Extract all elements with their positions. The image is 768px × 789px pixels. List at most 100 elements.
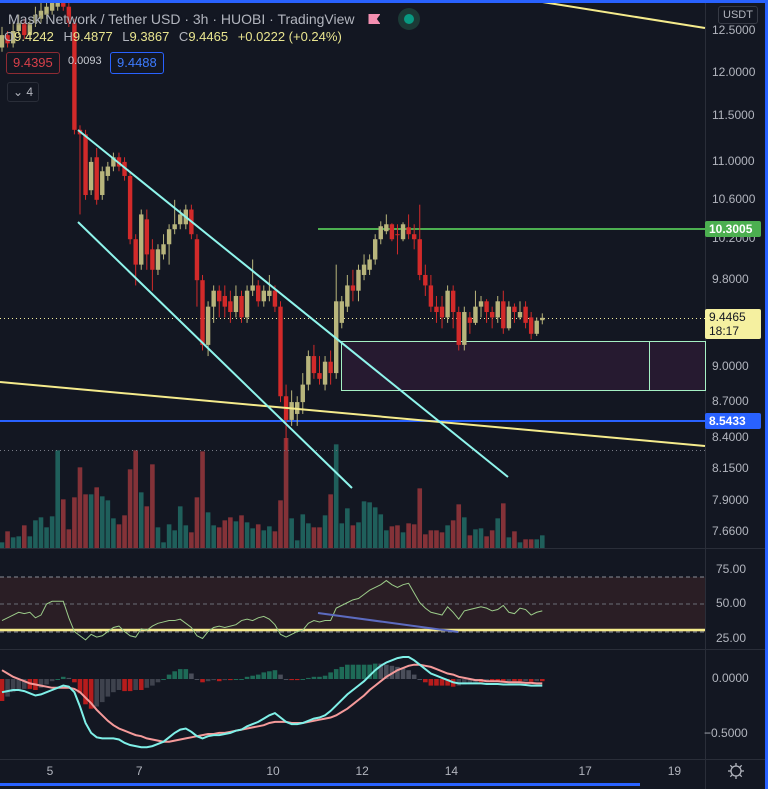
candle-body bbox=[534, 320, 539, 334]
symbol-title[interactable]: Mask Network / Tether USD · 3h · HUOBI ·… bbox=[8, 11, 355, 27]
volume-bar bbox=[49, 516, 55, 548]
candle-body bbox=[172, 224, 177, 230]
candle-body bbox=[517, 312, 523, 318]
macd-histogram-bar bbox=[289, 679, 294, 681]
macd-histogram-bar bbox=[523, 679, 528, 682]
macd-histogram-bar bbox=[55, 679, 60, 680]
macd-histogram-bar bbox=[144, 679, 150, 688]
macd-histogram-bar bbox=[255, 674, 261, 679]
lower-yellow-trendline[interactable] bbox=[0, 381, 706, 447]
candle-body bbox=[300, 384, 305, 403]
candle-body bbox=[33, 14, 38, 23]
open-value: 9.4242 bbox=[14, 29, 54, 44]
candle-body bbox=[501, 301, 506, 329]
volume-bar bbox=[328, 494, 333, 548]
volume-bar bbox=[10, 537, 16, 548]
candle-body bbox=[38, 10, 44, 19]
indicators-toggle-button[interactable]: ⌄ 4 bbox=[7, 82, 39, 102]
buy-button[interactable]: 9.4488 bbox=[110, 52, 164, 74]
volume-bar bbox=[38, 517, 44, 548]
candle-body bbox=[27, 22, 33, 36]
candle-body bbox=[417, 239, 422, 275]
candle-body bbox=[83, 134, 88, 196]
volume-bar bbox=[484, 536, 489, 548]
macd-histogram-bar bbox=[250, 675, 255, 679]
candle-body bbox=[450, 290, 456, 313]
candle-body bbox=[322, 361, 328, 385]
market-status-icon[interactable] bbox=[398, 8, 421, 30]
macd-histogram-bar bbox=[294, 679, 300, 681]
rsi-line bbox=[1, 579, 543, 641]
candle-body bbox=[311, 356, 317, 374]
price-tick-label: 8.4000 bbox=[712, 430, 749, 445]
macd-histogram-bar bbox=[400, 668, 406, 679]
candle-body bbox=[139, 214, 144, 265]
time-tick-label: 5 bbox=[46, 764, 54, 778]
upper-yellow-trendline[interactable] bbox=[529, 0, 706, 29]
bar-countdown: 18:17 bbox=[709, 324, 740, 338]
volume-bar bbox=[267, 526, 272, 548]
price-tick-label: 8.7000 bbox=[712, 394, 749, 409]
legend-title: Mask Network / Tether USD · 3h · HUOBI ·… bbox=[8, 8, 421, 30]
macd-histogram-bar bbox=[395, 666, 400, 679]
volume-bar bbox=[300, 514, 306, 548]
candle-body bbox=[484, 301, 489, 313]
volume-bar bbox=[44, 527, 49, 548]
volume-bar bbox=[372, 507, 378, 548]
channel-upper-line[interactable] bbox=[77, 129, 509, 478]
macd-histogram-bar bbox=[322, 675, 328, 679]
macd-histogram-bar bbox=[261, 672, 267, 679]
macd-histogram-bar bbox=[177, 669, 183, 679]
macd-histogram-bar bbox=[384, 664, 389, 679]
volume-bar bbox=[177, 506, 183, 548]
candle-body bbox=[445, 290, 450, 318]
flag-icon[interactable] bbox=[368, 14, 381, 24]
candle-body bbox=[495, 301, 500, 318]
volume-bar bbox=[512, 531, 517, 548]
macd-histogram-bar bbox=[155, 679, 161, 683]
volume-bar bbox=[111, 518, 116, 548]
candle-body bbox=[439, 306, 445, 318]
settings-gear-icon[interactable] bbox=[727, 762, 745, 780]
candle-body bbox=[473, 306, 478, 323]
candle-body bbox=[356, 269, 361, 291]
currency-button[interactable]: USDT bbox=[718, 6, 758, 24]
macd-histogram-bar bbox=[434, 679, 439, 686]
volume-bar bbox=[434, 530, 439, 548]
macd-histogram-bar bbox=[200, 679, 205, 683]
volume-bar bbox=[105, 500, 111, 548]
volume-bar bbox=[462, 517, 467, 548]
candle-body bbox=[178, 214, 183, 225]
macd-histogram-bar bbox=[111, 679, 116, 693]
indicators-count: 4 bbox=[26, 85, 34, 99]
macd-histogram-bar bbox=[194, 679, 200, 680]
demand-zone-rectangle[interactable] bbox=[341, 341, 706, 391]
macd-histogram-bar bbox=[317, 676, 322, 679]
macd-histogram-bar bbox=[172, 671, 177, 679]
volume-bar bbox=[473, 529, 478, 548]
rsi-divergence-line[interactable] bbox=[317, 612, 459, 633]
last-price-tag: 9.4465 18:17 bbox=[705, 309, 761, 339]
channel-lower-line[interactable] bbox=[77, 221, 353, 489]
volume-bar bbox=[456, 504, 462, 548]
sell-button[interactable]: 9.4395 bbox=[6, 52, 60, 74]
candle-body bbox=[428, 285, 434, 307]
candle-body bbox=[506, 306, 512, 329]
candle-body bbox=[0, 35, 5, 48]
volume-bar bbox=[311, 527, 317, 548]
candlesticks bbox=[0, 0, 545, 451]
macd-histogram bbox=[0, 663, 545, 709]
candle-body bbox=[88, 161, 94, 191]
candle-body bbox=[361, 264, 367, 275]
macd-histogram-bar bbox=[88, 679, 94, 709]
candle-body bbox=[261, 290, 266, 302]
volume-bar bbox=[60, 499, 66, 548]
volume-bar bbox=[445, 525, 450, 548]
volume-bar bbox=[423, 534, 428, 548]
candle-body bbox=[256, 285, 261, 302]
candle-body bbox=[10, 31, 16, 44]
volume-bar bbox=[417, 488, 423, 548]
candle-body bbox=[94, 157, 99, 200]
